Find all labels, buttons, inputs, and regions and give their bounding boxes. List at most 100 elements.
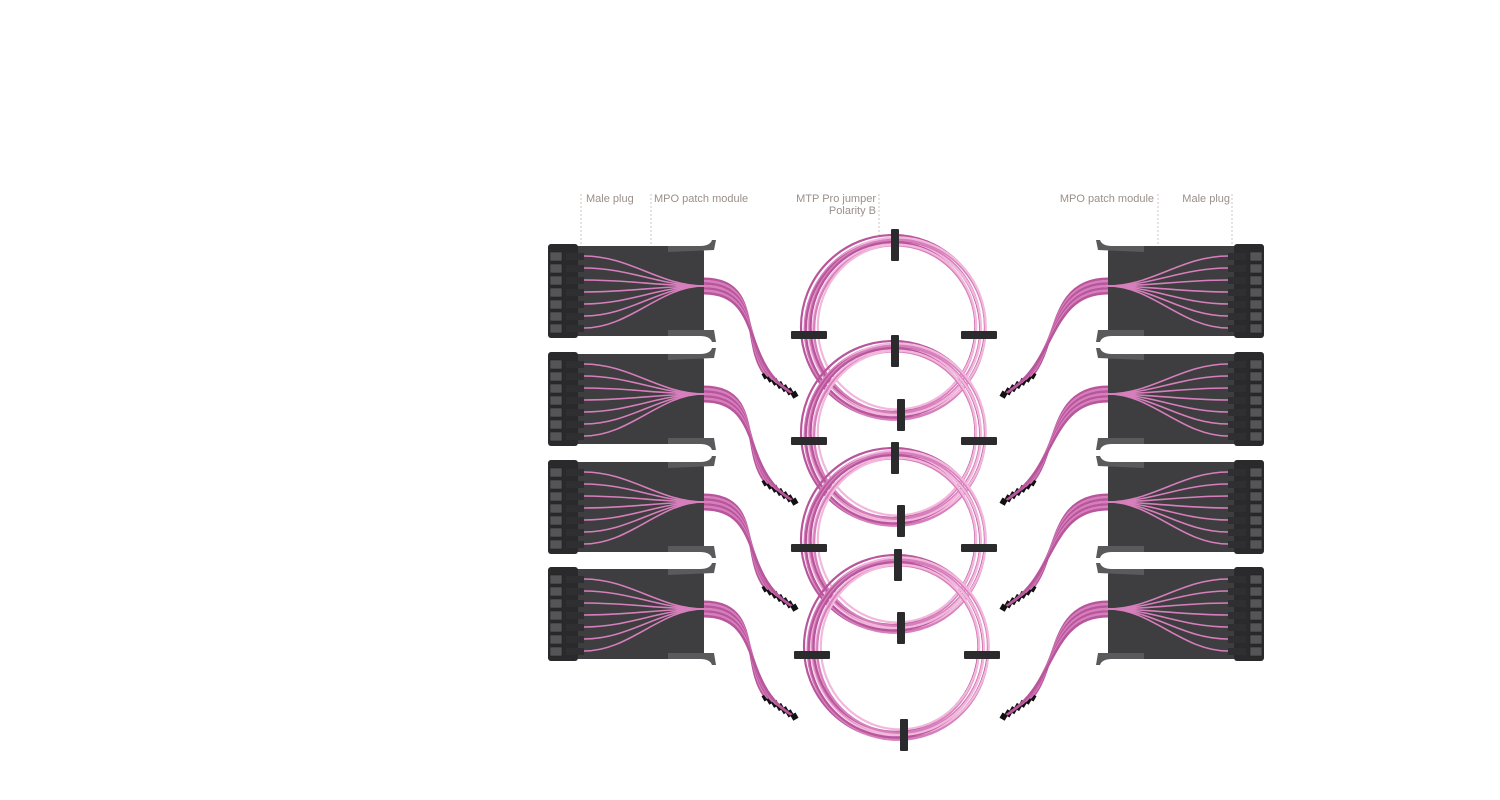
left-module-stack — [548, 240, 716, 665]
port-housing — [1228, 648, 1246, 655]
latch-top — [668, 563, 716, 575]
left-fiber-bundle — [703, 600, 799, 721]
port — [1249, 287, 1263, 298]
port-housing — [1228, 289, 1246, 296]
port — [549, 491, 563, 502]
port — [549, 311, 563, 322]
coil-clip — [891, 442, 899, 474]
port-housing — [566, 373, 584, 380]
latch-top — [668, 240, 716, 252]
label-jumper-line1: MTP Pro jumper — [796, 193, 876, 205]
fiber-strand — [703, 505, 791, 606]
right-mpo-patch-module-4 — [1096, 563, 1264, 665]
fiber-strand — [703, 399, 796, 503]
port — [1249, 359, 1263, 370]
right-mpo-patch-module-1 — [1096, 240, 1264, 342]
port — [549, 574, 563, 585]
internal-fiber — [583, 393, 705, 437]
fan-out-connector — [790, 712, 799, 721]
jumper-coils — [791, 229, 1000, 751]
port-housing — [1228, 588, 1246, 595]
left-fiber-bundle — [703, 493, 799, 612]
right-module-stack — [1096, 240, 1264, 665]
left-fiber-bundle — [703, 385, 799, 506]
port-housing — [566, 325, 584, 332]
port — [549, 479, 563, 490]
port — [549, 515, 563, 526]
port-housing — [566, 481, 584, 488]
port-housing — [1228, 301, 1246, 308]
port — [1249, 311, 1263, 322]
port-housing — [566, 493, 584, 500]
port-housing — [1228, 529, 1246, 536]
fiber-strand — [1002, 399, 1109, 503]
right-fiber-bundle — [999, 493, 1109, 612]
latch-bottom — [668, 438, 716, 450]
fiber-strand — [1007, 289, 1109, 393]
internal-fiber — [1107, 393, 1229, 437]
latch-top — [1096, 456, 1144, 468]
port-housing — [566, 421, 584, 428]
port-housing — [1228, 636, 1246, 643]
fiber-coil-icon — [791, 229, 997, 431]
port-housing — [566, 289, 584, 296]
leader-lines — [580, 194, 1233, 255]
port — [549, 323, 563, 334]
port-housing — [1228, 469, 1246, 476]
port — [549, 287, 563, 298]
port — [1249, 431, 1263, 442]
latch-top — [1096, 240, 1144, 252]
internal-fiber — [583, 608, 705, 652]
fan-out-connector — [790, 390, 799, 399]
port — [549, 467, 563, 478]
left-mpo-patch-module-1 — [548, 240, 716, 342]
latch-top — [668, 348, 716, 360]
port — [1249, 598, 1263, 609]
coil-clip — [961, 437, 997, 445]
fiber-strand — [703, 289, 791, 393]
port-housing — [1228, 541, 1246, 548]
port — [549, 431, 563, 442]
port-housing — [566, 517, 584, 524]
port — [1249, 263, 1263, 274]
port — [549, 622, 563, 633]
port-housing — [566, 624, 584, 631]
port-housing — [1228, 433, 1246, 440]
coil-strand — [816, 349, 978, 517]
coil-clip — [791, 331, 827, 339]
fan-out-connector — [790, 603, 799, 612]
latch-top — [1096, 563, 1144, 575]
coil-clip — [791, 437, 827, 445]
coil-clip — [897, 505, 905, 537]
port — [1249, 395, 1263, 406]
left-fiber-bundle — [703, 277, 799, 399]
fan-out-connector — [999, 497, 1008, 506]
coil-strand — [816, 243, 978, 411]
port-housing — [566, 505, 584, 512]
port-housing — [1228, 481, 1246, 488]
port — [1249, 646, 1263, 657]
port — [549, 419, 563, 430]
port — [549, 598, 563, 609]
fan-out-connector — [999, 603, 1008, 612]
coil-clip — [894, 549, 902, 581]
port-housing — [566, 409, 584, 416]
fiber-strand — [703, 291, 796, 396]
port — [549, 263, 563, 274]
fiber-strand — [703, 397, 791, 500]
latch-bottom — [668, 546, 716, 558]
fiber-strand — [703, 507, 796, 609]
left-mpo-patch-module-3 — [548, 456, 716, 558]
port — [1249, 251, 1263, 262]
fiber-strand — [1002, 614, 1109, 718]
port-housing — [566, 265, 584, 272]
port — [1249, 371, 1263, 382]
port-housing — [1228, 409, 1246, 416]
port — [1249, 539, 1263, 550]
port — [1249, 574, 1263, 585]
latch-bottom — [668, 653, 716, 665]
fiber-strand — [1007, 505, 1109, 606]
port — [1249, 275, 1263, 286]
internal-fiber — [583, 285, 705, 329]
port-housing — [566, 313, 584, 320]
